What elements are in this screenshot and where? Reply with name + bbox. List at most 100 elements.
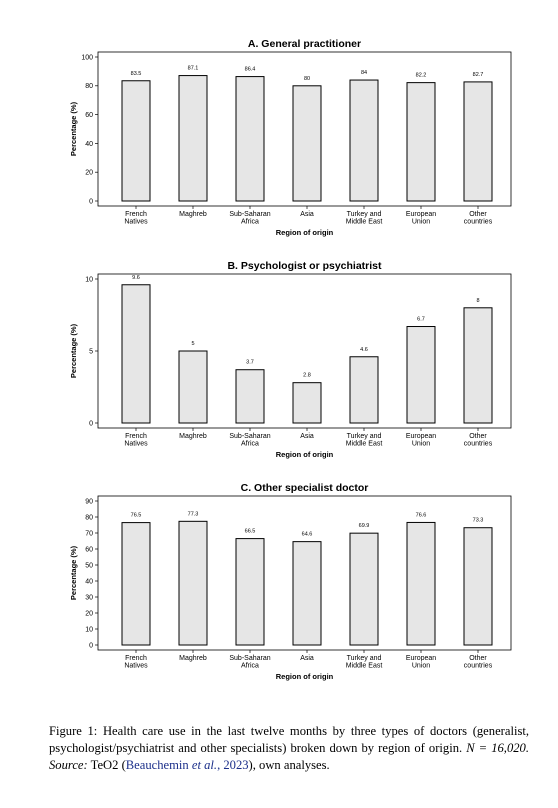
panel-b-ytick-label-5: 5 — [89, 348, 93, 355]
panel-b-value-label-french-natives: 9.6 — [132, 275, 140, 281]
panel-c-bar-french-natives — [121, 522, 151, 646]
panel-c-category-label-maghreb-1: Maghreb — [179, 655, 207, 662]
panel-b-category-label-turkey-and-middle-east-2: Middle East — [346, 441, 383, 448]
panel-a-category-label-sub-saharan-africa-2: Africa — [241, 219, 259, 226]
panel-c-ytick-label-50: 50 — [85, 562, 93, 569]
panel-b-category-label-sub-saharan-africa-2: Africa — [241, 441, 259, 448]
panel-b-category-label-maghreb-1: Maghreb — [179, 433, 207, 440]
panel-b-bar-european-union — [406, 326, 436, 424]
panel-c-category-label-french-natives-2: Natives — [124, 663, 148, 670]
panel-c-ylabel: Percentage (%) — [69, 545, 78, 600]
panel-a-value-label-european-union: 82.2 — [416, 73, 427, 79]
panel-a-plot-frame — [97, 51, 512, 207]
panel-c-ytick-label-70: 70 — [85, 530, 93, 537]
panel-a-ytick-label-40: 40 — [85, 141, 93, 148]
panel-c-ytick-label-0: 0 — [89, 642, 93, 649]
panel-c-category-label-european-union-2: Union — [412, 663, 430, 670]
panel-c-title: C. Other specialist doctor — [241, 482, 369, 494]
panel-a-category-label-european-union-1: European — [406, 211, 436, 218]
caption-ref-author: Beauchemin — [125, 758, 189, 772]
caption-source-label: Source: — [49, 758, 88, 772]
panel-b-ylabel: Percentage (%) — [69, 323, 78, 378]
caption-source-pre: TeO2 ( — [90, 758, 126, 772]
panel-a-title: A. General practitioner — [248, 38, 361, 50]
panel-a-ylabel: Percentage (%) — [69, 101, 78, 156]
caption-ref-year: 2023 — [223, 758, 249, 772]
panel-a-category-label-sub-saharan-africa-1: Sub-Saharan — [229, 211, 270, 218]
panel-b-value-label-asia: 2.8 — [303, 373, 311, 379]
panel-a-value-label-other-countries: 82.7 — [473, 72, 484, 78]
panel-a-bar-maghreb — [178, 75, 208, 202]
panel-c-plot-frame — [97, 495, 512, 651]
panel-a-bar-sub-saharan-africa — [235, 76, 265, 202]
caption-citation-link[interactable]: Beauchemin et al., 2023 — [126, 758, 249, 772]
panel-c-value-label-asia: 64.6 — [302, 532, 313, 538]
caption-n: N = 16,020. — [466, 741, 529, 755]
panel-b-value-label-turkey-and-middle-east: 4.6 — [360, 347, 368, 353]
panel-c-xlabel: Region of origin — [276, 672, 334, 681]
panel-c-value-label-european-union: 76.6 — [416, 512, 427, 518]
panel-a-ytick-label-100: 100 — [81, 54, 93, 61]
panel-a-bar-turkey-and-middle-east — [349, 79, 379, 202]
caption-ref-sep: , — [217, 758, 224, 772]
panel-b-value-label-other-countries: 8 — [476, 298, 479, 304]
panel-b-category-label-european-union-1: European — [406, 433, 436, 440]
panel-b-category-label-asia-1: Asia — [300, 433, 314, 440]
panel-b-category-label-european-union-2: Union — [412, 441, 430, 448]
panel-c-bar-sub-saharan-africa — [235, 538, 265, 646]
panel-c-bar-asia — [292, 541, 322, 646]
panel-c-ytick-label-80: 80 — [85, 514, 93, 521]
panel-b-ytick-label-0: 0 — [89, 420, 93, 427]
panel-c-category-label-sub-saharan-africa-2: Africa — [241, 663, 259, 670]
panel-a-bar-asia — [292, 85, 322, 202]
panel-a-category-label-other-countries-1: Other — [469, 211, 487, 218]
panel-c-value-label-maghreb: 77.3 — [188, 511, 199, 517]
panel-a-category-label-french-natives-2: Natives — [124, 219, 148, 226]
panel-c-category-label-other-countries-1: Other — [469, 655, 487, 662]
panel-b-xlabel: Region of origin — [276, 450, 334, 459]
panel-c-category-label-european-union-1: European — [406, 655, 436, 662]
panel-a-category-label-maghreb-1: Maghreb — [179, 211, 207, 218]
figure-caption: Figure 1: Health care use in the last tw… — [49, 723, 529, 774]
panel-c-category-label-asia-1: Asia — [300, 655, 314, 662]
panel-c-category-label-sub-saharan-africa-1: Sub-Saharan — [229, 655, 270, 662]
panel-b-category-label-other-countries-1: Other — [469, 433, 487, 440]
panel-c-ytick-label-60: 60 — [85, 546, 93, 553]
panel-b-bar-sub-saharan-africa — [235, 369, 265, 424]
panel-a-value-label-french-natives: 83.5 — [131, 71, 142, 77]
panel-c-ytick-label-90: 90 — [85, 498, 93, 505]
figure-charts: A. General practitioner020406080100Perce… — [69, 38, 512, 681]
panel-a-category-label-turkey-and-middle-east-2: Middle East — [346, 219, 383, 226]
panel-a-category-label-other-countries-2: countries — [464, 219, 493, 226]
panel-a-category-label-european-union-2: Union — [412, 219, 430, 226]
panel-c-category-label-french-natives-1: French — [125, 655, 147, 662]
panel-c-ytick-label-20: 20 — [85, 610, 93, 617]
panel-a-xlabel: Region of origin — [276, 228, 334, 237]
panel-b-ytick-label-10: 10 — [85, 276, 93, 283]
panel-c-value-label-other-countries: 73.3 — [473, 518, 484, 524]
panel-c-bar-turkey-and-middle-east — [349, 532, 379, 646]
panel-a-value-label-asia: 80 — [304, 76, 310, 82]
panel-a-bar-french-natives — [121, 80, 151, 202]
panel-a-bar-european-union — [406, 82, 436, 202]
panel-a-ytick-label-80: 80 — [85, 83, 93, 90]
panel-b-title: B. Psychologist or psychiatrist — [227, 260, 382, 272]
panel-b-value-label-maghreb: 5 — [191, 341, 194, 347]
panel-c-ytick-label-40: 40 — [85, 578, 93, 585]
panel-b-category-label-french-natives-1: French — [125, 433, 147, 440]
caption-ref-etal: et al. — [191, 758, 218, 772]
panel-a-value-label-maghreb: 87.1 — [188, 66, 199, 72]
panel-c-bar-european-union — [406, 521, 436, 646]
panel-c-value-label-turkey-and-middle-east: 69.9 — [359, 523, 370, 529]
panel-b-value-label-european-union: 6.7 — [417, 317, 425, 323]
panel-a-category-label-asia-1: Asia — [300, 211, 314, 218]
panel-c-ytick-label-30: 30 — [85, 594, 93, 601]
panel-b-value-label-sub-saharan-africa: 3.7 — [246, 360, 254, 366]
panel-b-bar-french-natives — [121, 284, 151, 424]
panel-a-value-label-turkey-and-middle-east: 84 — [361, 70, 367, 76]
panel-b-bar-other-countries — [463, 307, 493, 424]
panel-b-bar-asia — [292, 382, 322, 424]
panel-a-bar-other-countries — [463, 81, 493, 202]
panel-a-value-label-sub-saharan-africa: 86.4 — [245, 67, 256, 73]
caption-label: Figure 1: — [49, 724, 98, 738]
